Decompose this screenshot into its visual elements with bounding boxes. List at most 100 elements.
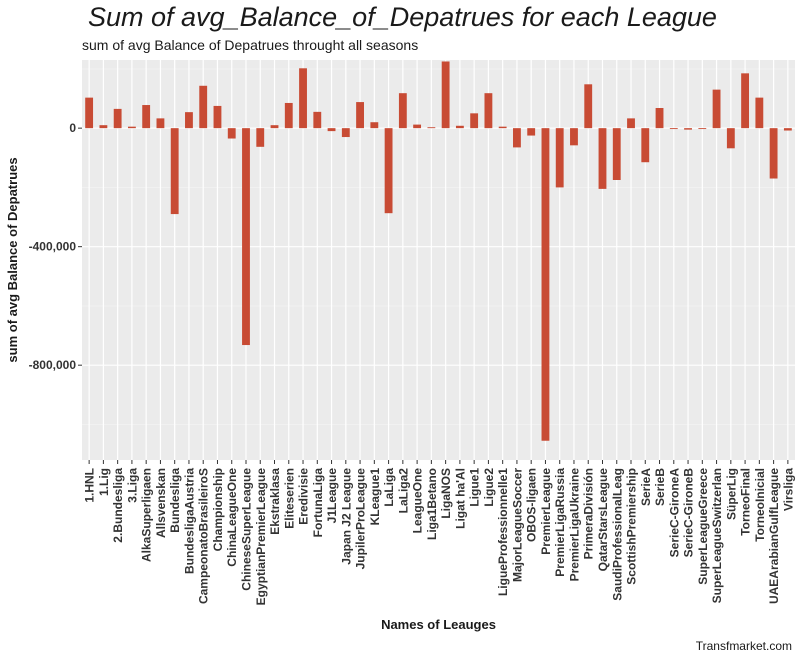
x-tick-label: Ligue2 <box>482 468 496 507</box>
bar <box>684 128 692 130</box>
x-tick-label: MajorLeagueSoccer <box>510 468 524 582</box>
bar <box>313 111 322 129</box>
x-tick-label: Bundesliga <box>168 468 182 533</box>
x-tick-label: Virsliga <box>781 468 795 511</box>
x-tick-label: Japan J2 League <box>339 468 353 565</box>
chart-title: Sum of avg_Balance_of_Depatrues for each… <box>88 2 717 32</box>
x-tick-label: Allsvenskan <box>154 468 168 538</box>
bar <box>299 68 307 129</box>
bar <box>484 93 493 129</box>
x-tick-label: Ligat ha'Al <box>453 468 467 529</box>
bar <box>741 73 750 129</box>
bar <box>455 125 464 129</box>
y-tick-label: 0 <box>69 121 76 135</box>
x-axis: 1.HNL 1.Lig 2.Bundesliga 3.Liga AlkaSuperlig… <box>83 460 795 606</box>
bars <box>85 61 792 441</box>
bar <box>441 61 450 129</box>
x-tick-label: JupilerProLeague <box>354 468 368 570</box>
x-tick-label: LaLiga2 <box>396 468 410 514</box>
bar <box>242 128 250 346</box>
bar <box>356 102 364 129</box>
bar <box>783 128 792 131</box>
x-tick-label: Ligue1 <box>468 468 482 507</box>
chart-caption: Transfmarket.com <box>695 639 792 653</box>
x-tick-label: AlkaSuperligaen <box>140 468 154 562</box>
bar <box>413 124 422 129</box>
x-tick-label: PrimeraDivisión <box>582 468 596 559</box>
x-tick-label: ChineseSuperLeague <box>239 468 253 591</box>
x-tick-label: SuperLeagueGreece <box>696 468 710 585</box>
bar <box>641 128 650 163</box>
x-axis-label: Names of Leauges <box>381 617 496 632</box>
bar <box>341 128 350 138</box>
x-tick-label: ScottishPremiership <box>625 468 639 585</box>
bar <box>384 128 393 214</box>
bar <box>227 128 236 139</box>
bar <box>498 126 507 129</box>
bar <box>327 128 336 132</box>
y-axis-label: sum of avg Balance of Depatrues <box>5 157 20 362</box>
bar <box>470 113 479 129</box>
bar <box>199 85 208 129</box>
x-tick-label: LeagueOne <box>411 468 425 534</box>
bar <box>85 97 94 129</box>
x-tick-label: Eliteserien <box>282 468 296 529</box>
bar <box>712 89 721 129</box>
bar <box>698 128 707 130</box>
x-tick-label: CampeonatoBrasileiroS <box>197 468 211 604</box>
bar <box>513 128 521 148</box>
x-tick-label: 3.Liga <box>125 468 139 503</box>
y-tick-label: -400,000 <box>29 240 77 254</box>
bar <box>527 128 536 136</box>
x-tick-label: 2.Bundesliga <box>111 468 125 543</box>
grid-minor <box>82 68 795 425</box>
x-tick-label: Liga1Betano <box>425 468 439 540</box>
x-tick-label: QatarStarsLeague <box>596 468 610 572</box>
x-tick-label: SerieB <box>653 468 667 506</box>
chart-subtitle: sum of avg Balance of Depatrues throught… <box>82 37 419 53</box>
x-tick-label: EgyptianPremierLeague <box>254 468 268 606</box>
x-tick-label: TorneoInicial <box>753 468 767 542</box>
bar <box>555 128 564 188</box>
x-tick-label: Eredivisie <box>297 468 311 525</box>
bar <box>270 125 279 129</box>
bar <box>99 125 108 129</box>
bar <box>427 127 436 129</box>
x-tick-label: SerieA <box>639 468 653 506</box>
bar <box>598 128 607 189</box>
bar <box>584 84 593 129</box>
x-tick-label: PremierLeague <box>539 468 553 555</box>
bar <box>755 97 764 129</box>
x-tick-label: LaLiga <box>382 468 396 507</box>
x-tick-label: PremierLigaRussia <box>553 468 567 577</box>
bar <box>142 105 151 129</box>
bar <box>655 108 664 129</box>
bar <box>113 108 122 129</box>
y-tick-label: -800,000 <box>29 358 77 372</box>
x-tick-label: UAEArabianGulfLeague <box>767 468 781 604</box>
bar <box>541 128 550 441</box>
bar <box>612 128 621 180</box>
x-tick-label: SerieC-GironeB <box>682 468 696 558</box>
bar <box>769 128 778 179</box>
bar <box>726 128 735 149</box>
bar <box>669 128 678 130</box>
x-tick-label: 1.Lig <box>97 468 111 496</box>
bar <box>398 93 407 129</box>
bar <box>127 126 136 129</box>
x-tick-label: FortunaLiga <box>311 468 325 538</box>
bar <box>284 102 293 129</box>
x-tick-label: J1League <box>325 468 339 524</box>
x-tick-label: LigueProfessionnelle1 <box>496 468 510 596</box>
bar <box>170 128 179 215</box>
bar <box>185 112 193 129</box>
x-tick-label: SerieC-GironeA <box>667 468 681 558</box>
x-tick-label: OBOS-ligaen <box>525 468 539 542</box>
x-tick-label: 1.HNL <box>83 468 97 503</box>
x-tick-label: TorneoFinal <box>739 468 753 536</box>
bar <box>256 128 265 147</box>
bar <box>213 105 222 129</box>
x-tick-label: KLeague1 <box>368 468 382 526</box>
x-tick-label: Ekstraklasa <box>268 468 282 535</box>
